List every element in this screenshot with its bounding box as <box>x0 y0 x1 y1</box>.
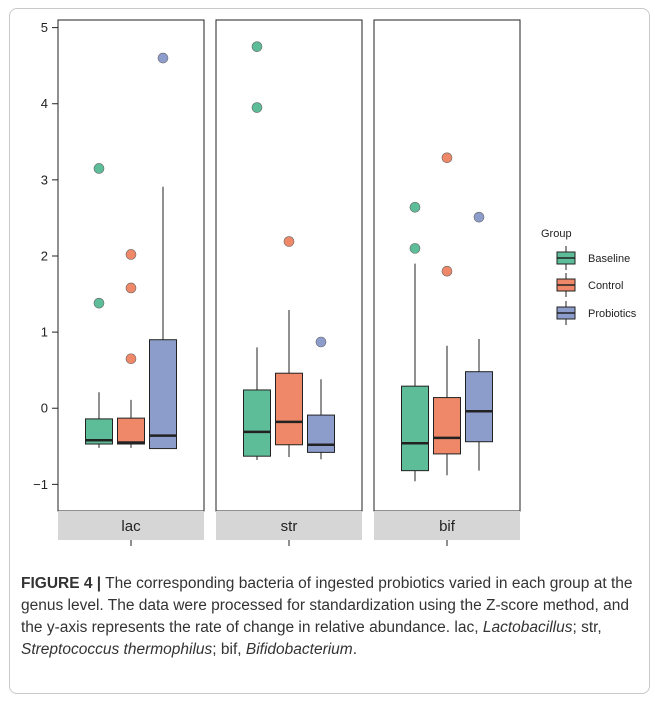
y-tick-label: 4 <box>41 96 48 111</box>
outlier-point <box>283 236 295 247</box>
box-iqr <box>117 417 145 445</box>
box-str-baseline <box>243 41 271 460</box>
outlier-point <box>93 297 105 309</box>
facet-panel-lac: lac <box>57 19 205 546</box>
legend-item-control: Control <box>556 273 623 297</box>
box-iqr <box>401 385 429 472</box>
outlier-point <box>441 152 453 164</box>
boxplot-chart: −1 0 1 2 3 4 5 lac str bif Group Baseline Control P… <box>33 19 637 546</box>
outlier-point <box>251 102 263 113</box>
facet-strip-label: str <box>281 518 298 535</box>
caption-taxon-name: Streptococcus thermophilus <box>21 641 213 658</box>
caption-text: ; bif, <box>212 641 246 658</box>
facet-strip <box>58 511 204 540</box>
box-iqr <box>275 372 303 446</box>
box-bif-baseline <box>401 201 429 482</box>
caption-text: ; str, <box>572 619 602 636</box>
box-iqr <box>307 414 335 453</box>
y-tick-label: 5 <box>41 20 48 35</box>
caption-taxon-name: Lactobacillus <box>482 619 573 636</box>
outlier-point <box>441 265 453 277</box>
box-str-probiotics <box>307 336 335 460</box>
box-lac-control <box>117 249 145 448</box>
facet-panel-bif: bif <box>373 19 521 546</box>
box-bif-control <box>433 152 461 476</box>
legend-item-probiotics: Probiotics <box>556 301 637 325</box>
caption-separator: | <box>96 575 102 592</box>
y-tick-label: 2 <box>41 248 48 263</box>
outlier-point <box>157 52 169 64</box>
y-tick-label: 0 <box>41 401 48 416</box>
outlier-point <box>125 282 137 294</box>
legend-label: Probiotics <box>588 308 637 320</box>
legend-title: Group <box>541 228 572 240</box>
box-lac-baseline <box>85 163 113 448</box>
outlier-point <box>125 249 137 260</box>
legend-label: Baseline <box>588 253 630 265</box>
facet-strip <box>216 511 362 540</box>
caption-text: . <box>352 641 358 658</box>
box-iqr <box>149 339 177 450</box>
facet-panel-str: str <box>215 19 363 546</box>
box-iqr <box>465 371 493 443</box>
caption-text: The corresponding bacteria of ingested p… <box>21 575 633 636</box>
box-iqr <box>433 397 461 455</box>
outlier-point <box>93 163 105 174</box>
box-str-control <box>275 236 303 457</box>
facet-panels: lac str bif <box>57 19 521 546</box>
box-bif-probiotics <box>465 211 493 471</box>
box-lac-probiotics <box>149 52 177 450</box>
facet-strip-label: bif <box>439 518 456 535</box>
box-iqr <box>243 389 271 457</box>
y-tick-label: 3 <box>41 172 48 187</box>
caption-label: FIGURE 4 <box>21 575 93 592</box>
outlier-point <box>125 353 137 365</box>
outlier-point <box>409 243 421 254</box>
outlier-point <box>315 336 327 348</box>
figure-frame <box>9 8 650 694</box>
caption-taxon-name: Bifidobacterium <box>245 641 353 658</box>
legend: Group Baseline Control Probiotics <box>541 228 637 325</box>
outlier-point <box>473 211 485 223</box>
facet-strip-label: lac <box>121 518 141 535</box>
outlier-point <box>409 201 421 213</box>
y-tick-label: 1 <box>41 325 48 340</box>
caption-body: The corresponding bacteria of ingested p… <box>21 575 633 658</box>
legend-item-baseline: Baseline <box>556 246 630 270</box>
legend-label: Control <box>588 280 623 292</box>
outlier-point <box>251 41 263 52</box>
facet-strip <box>374 511 520 540</box>
y-axis: −1 0 1 2 3 4 5 <box>33 20 59 511</box>
y-tick-label: −1 <box>33 477 48 492</box>
figure-caption: FIGURE 4 | The corresponding bacteria of… <box>21 573 641 661</box>
